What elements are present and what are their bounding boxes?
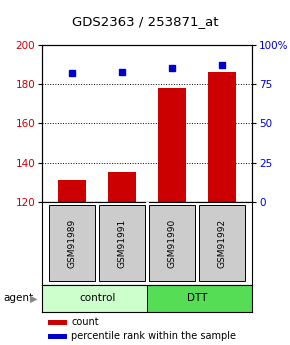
Bar bbox=[158, 88, 186, 202]
Bar bbox=[58, 180, 86, 202]
Text: count: count bbox=[71, 317, 99, 327]
Bar bbox=[49, 205, 95, 281]
Bar bbox=[42, 285, 147, 312]
Text: control: control bbox=[79, 294, 115, 303]
Text: GDS2363 / 253871_at: GDS2363 / 253871_at bbox=[72, 16, 218, 29]
Text: agent: agent bbox=[3, 294, 33, 303]
Bar bbox=[199, 205, 245, 281]
Text: GSM91991: GSM91991 bbox=[118, 219, 127, 268]
Bar bbox=[99, 205, 145, 281]
Text: DTT: DTT bbox=[187, 294, 207, 303]
Bar bbox=[149, 205, 195, 281]
Text: GSM91992: GSM91992 bbox=[218, 219, 227, 268]
Bar bbox=[209, 72, 236, 202]
Bar bbox=[147, 285, 252, 312]
Bar bbox=[108, 172, 136, 202]
Text: GSM91989: GSM91989 bbox=[68, 219, 77, 268]
Text: GSM91990: GSM91990 bbox=[168, 219, 177, 268]
Bar bbox=[48, 334, 67, 339]
Bar bbox=[48, 321, 67, 325]
Text: percentile rank within the sample: percentile rank within the sample bbox=[71, 331, 236, 341]
Text: ▶: ▶ bbox=[30, 294, 37, 303]
